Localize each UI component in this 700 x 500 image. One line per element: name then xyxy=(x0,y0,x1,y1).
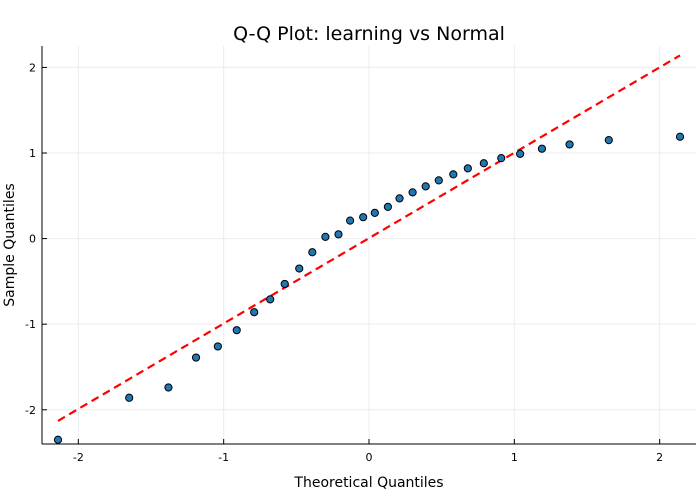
data-point xyxy=(370,208,379,218)
data-point xyxy=(308,248,317,257)
data-point xyxy=(125,393,134,402)
x-tick-label: 1 xyxy=(511,451,518,464)
data-point xyxy=(359,213,368,222)
ticks-layer: -2 -1 0 1 2 -2 -1 0 1 2 xyxy=(25,61,663,464)
data-point xyxy=(565,140,574,149)
data-point xyxy=(334,230,343,239)
data-point xyxy=(232,326,241,335)
y-tick-label: -1 xyxy=(25,318,36,331)
chart-title: Q-Q Plot: learning vs Normal xyxy=(233,23,505,45)
data-point xyxy=(449,170,458,179)
data-point xyxy=(497,154,506,163)
data-point xyxy=(295,264,304,273)
data-point xyxy=(463,164,472,173)
x-tick-label: -2 xyxy=(73,451,84,464)
x-tick-label: 2 xyxy=(656,451,663,464)
y-tick-label: 1 xyxy=(29,147,36,160)
data-point xyxy=(516,149,525,158)
x-tick-label: 0 xyxy=(366,451,373,464)
data-point xyxy=(321,232,330,241)
data-point xyxy=(604,136,613,145)
y-tick-label: -2 xyxy=(25,404,36,417)
data-point xyxy=(191,353,201,362)
data-point xyxy=(346,216,355,225)
data-point xyxy=(266,295,275,304)
data-point xyxy=(383,202,392,212)
y-axis-label: Sample Quantiles xyxy=(2,183,18,306)
x-axis-label: Theoretical Quantiles xyxy=(293,475,443,491)
data-point xyxy=(421,182,430,191)
reference-line-layer xyxy=(57,54,681,422)
data-point xyxy=(395,194,404,203)
data-point xyxy=(213,342,222,351)
data-point xyxy=(537,144,547,153)
data-point xyxy=(408,188,417,197)
data-point xyxy=(53,435,63,444)
points-layer xyxy=(53,132,685,444)
data-point xyxy=(434,176,443,185)
reference-line xyxy=(57,54,681,422)
grid-layer xyxy=(42,46,696,444)
data-point xyxy=(280,279,289,289)
data-point xyxy=(164,383,173,392)
data-point xyxy=(479,159,488,168)
x-tick-label: -1 xyxy=(218,451,229,464)
data-point xyxy=(250,308,259,317)
y-tick-label: 0 xyxy=(29,233,36,246)
data-point xyxy=(675,132,685,141)
y-tick-label: 2 xyxy=(29,61,36,74)
